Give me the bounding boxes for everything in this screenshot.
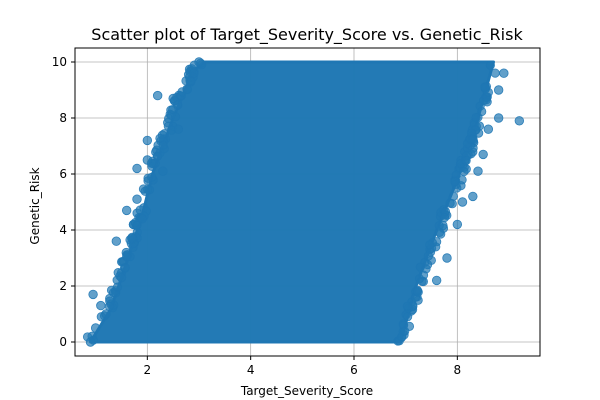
scatter-point [142,135,153,146]
scatter-point [120,263,130,273]
scatter-point [96,300,106,311]
scatter-point [173,124,184,134]
scatter-point [111,236,122,246]
scatter-point [431,275,442,286]
scatter-point [493,85,504,95]
y-tick-label: 0 [59,335,67,349]
scatter-point [499,68,509,78]
scatter-point [112,282,123,292]
scatter-point [132,163,142,174]
plot-area: 2 4 6 8 0 2 4 6 8 10 [52,47,541,377]
scatter-point [402,301,413,311]
scatter-point [477,106,487,117]
y-tick-label: 10 [52,55,67,69]
scatter-point [452,219,463,230]
scatter-point [490,68,500,78]
scatter-point [158,166,168,176]
scatter-point [140,186,150,196]
x-tick-label: 6 [350,363,358,377]
scatter-point [88,289,98,300]
scatter-point [468,134,478,144]
scatter-point [403,312,413,322]
scatter-point [438,220,448,231]
scatter-point [480,82,490,92]
scatter-point [152,90,163,101]
y-tick-label: 2 [59,279,67,293]
scatter-point [85,337,96,347]
scatter-point [461,155,471,166]
scatter-point [142,155,153,165]
scatter-point [122,252,132,262]
scatter-point [155,133,165,143]
scatter-point [412,286,423,296]
scatter-point [170,112,181,122]
y-axis-label: Genetic_Risk [28,167,42,244]
scatter-point [483,124,494,134]
scatter-point [186,76,196,86]
scatter-point [450,176,460,187]
scatter-point [404,321,415,331]
scatter-point [143,173,153,183]
scatter-point [182,84,193,95]
scatter-point [493,113,504,123]
scatter-point [127,233,137,244]
scatter-point [514,116,525,126]
scatter-point [418,270,429,280]
scatter-point [436,229,446,239]
scatter-point [459,166,469,177]
scatter-point [457,197,468,207]
x-tick-label: 2 [144,363,152,377]
scatter-point [423,251,433,261]
chart-title: Scatter plot of Target_Severity_Score vs… [91,25,523,45]
scatter-point [121,205,132,216]
scatter-point [485,60,495,70]
scatter-point [471,112,481,123]
scatter-point [137,214,147,224]
scatter-point [101,309,111,319]
x-axis-label: Target_Severity_Score [240,384,373,398]
scatter-point [439,212,450,223]
scatter-point [152,151,163,161]
scatter-point [425,240,435,250]
x-tick-label: 8 [454,363,462,377]
scatter-point [116,272,127,283]
scatter-point [132,194,142,204]
scatter-point [168,93,178,104]
y-tick-label: 8 [59,111,67,125]
y-tick-label: 4 [59,223,67,237]
scatter-point [478,149,488,160]
scatter-point [194,57,204,67]
scatter-point [90,323,101,333]
x-tick-label: 4 [247,363,255,377]
axes-frame [74,47,541,357]
y-tick-label: 6 [59,167,67,181]
scatter-point [442,253,452,263]
scatter-point [468,191,478,202]
scatter-point [189,68,199,78]
scatter-point [447,199,457,209]
scatter-point [473,166,483,176]
